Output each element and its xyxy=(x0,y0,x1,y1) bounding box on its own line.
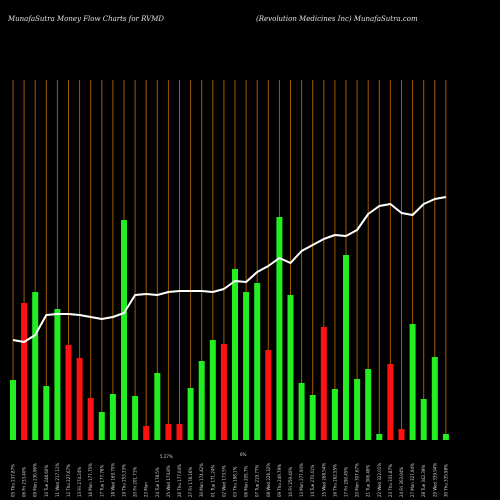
x-tick-label: 16 Thu 262.55% xyxy=(332,464,337,497)
x-tick-label: 29 Wed 339.94% xyxy=(432,463,437,497)
x-tick-label: 21 Tue 306.49% xyxy=(366,465,371,497)
money-flow-bar xyxy=(198,361,205,440)
money-flow-bar xyxy=(354,379,361,440)
money-flow-bar xyxy=(232,269,238,440)
money-flow-bar xyxy=(132,396,139,440)
x-tick-label: 03 Thu 198.1% xyxy=(233,466,238,497)
x-tick-label: 06 Mon 205.7% xyxy=(244,465,249,497)
x-tick-label: 24 Tue 178.5% xyxy=(155,467,160,497)
x-tick-label: 26 Thu 177.04% xyxy=(177,464,182,497)
money-flow-bar xyxy=(143,426,150,440)
x-tick-label: 06 Fri 233.40% xyxy=(22,467,27,497)
x-tick-label: 23 Mon xyxy=(144,482,149,497)
money-flow-bar xyxy=(65,345,72,440)
x-tick-label: 13 Mon 277.93% xyxy=(299,463,304,497)
money-flow-bar xyxy=(154,373,161,440)
money-flow-bar xyxy=(10,380,16,440)
money-flow-bar xyxy=(287,295,294,440)
x-tick-label: 09 Thu 249.79% xyxy=(277,464,282,497)
money-flow-bar xyxy=(76,358,83,440)
money-flow-bar xyxy=(298,383,305,440)
money-flow-bar xyxy=(254,283,261,440)
money-flow-bar xyxy=(176,424,183,440)
money-flow-bar xyxy=(220,344,227,440)
x-tick-label: 20 Fri 201.71% xyxy=(133,467,138,497)
money-flow-bar xyxy=(376,434,383,440)
x-tick-label: 15 Wed 268.54% xyxy=(321,463,326,497)
money-flow-bar xyxy=(276,217,283,440)
x-tick-label: 19 Thu 253.33% xyxy=(122,464,127,497)
x-tick-label: 12 Thu 227.67% xyxy=(66,464,71,497)
x-tick-label: 08 Wed 226.32% xyxy=(266,463,271,497)
chart-title: MunafaSutra Money Flow Charts for RVMD xyxy=(8,15,164,23)
x-tick-label: 28 Tue 342.39% xyxy=(421,465,426,497)
money-flow-bar xyxy=(387,364,394,440)
annotation-label: 6% xyxy=(240,452,247,457)
money-flow-bar xyxy=(431,357,438,440)
x-tick-label: 20 Mon 307.67% xyxy=(355,463,360,497)
x-tick-label: 10 Fri 259.40% xyxy=(288,467,293,497)
money-flow-bar xyxy=(187,388,194,440)
money-flow-bar xyxy=(331,389,338,440)
x-tick-label: 30 Thu 335.98% xyxy=(443,464,448,497)
money-flow-bar xyxy=(32,292,39,440)
money-flow-bar xyxy=(442,434,449,440)
x-tick-label: 18 Wed 169.70% xyxy=(110,463,115,497)
x-tick-label: 02 Wed 173.5% xyxy=(221,465,226,497)
money-flow-bar xyxy=(398,429,405,440)
money-flow-bar xyxy=(121,220,127,440)
x-tick-label: 07 Tue 219.77% xyxy=(255,465,260,497)
money-flow-bar xyxy=(98,412,105,440)
money-flow-bar xyxy=(365,369,372,440)
x-tick-label: 13 Fri 274.24% xyxy=(77,467,82,497)
money-flow-bar xyxy=(43,386,50,440)
price-line xyxy=(12,196,447,343)
money-flow-bar xyxy=(320,327,327,440)
x-tick-label: 05 Thu 237.87% xyxy=(11,464,16,497)
money-flow-bar xyxy=(409,324,416,440)
x-tick-label: 17 Tue 177.76% xyxy=(99,465,104,497)
x-tick-label: 10 Tue 248.60% xyxy=(44,465,49,497)
money-flow-bar xyxy=(243,292,250,440)
x-tick-label: 27 Mon 327.94% xyxy=(410,463,415,497)
money-flow-bar xyxy=(209,340,216,440)
money-flow-bar xyxy=(109,394,116,440)
money-flow-bar xyxy=(420,399,427,440)
x-tick-label: 01 Tue 171.24% xyxy=(210,465,215,497)
x-tick-label: 23 Thu 331.87% xyxy=(388,464,393,497)
x-tick-label: 11 Wed 217.11% xyxy=(55,463,60,497)
money-flow-bar xyxy=(309,395,316,440)
x-tick-label: 22 Wed 322.01% xyxy=(377,463,382,497)
money-flow-bar xyxy=(54,309,61,440)
x-tick-label: 27 Fri 178.16% xyxy=(188,467,193,497)
money-flow-bar xyxy=(165,424,172,440)
x-tick-label: 24 Fri 303.94% xyxy=(399,467,404,497)
money-flow-bar xyxy=(265,350,272,440)
x-tick-label: 09 Mon 230.96% xyxy=(33,463,38,497)
x-tick-label: 16 Mon 177.75% xyxy=(88,463,93,497)
x-tick-label: 17 Fri 290.45% xyxy=(344,467,349,497)
x-tick-label: 25 Wed 174.8% xyxy=(166,465,171,497)
x-tick-label: 30 Mon 174.42% xyxy=(199,463,204,497)
annotation-label: 5.27% xyxy=(160,454,173,459)
money-flow-bar xyxy=(87,398,94,440)
x-tick-label: 14 Tue 270.41% xyxy=(310,465,315,497)
chart-subtitle: (Revolution Medicines Inc) MunafaSutra.c… xyxy=(256,15,418,23)
money-flow-bar xyxy=(21,303,28,440)
money-flow-bar xyxy=(343,255,349,440)
